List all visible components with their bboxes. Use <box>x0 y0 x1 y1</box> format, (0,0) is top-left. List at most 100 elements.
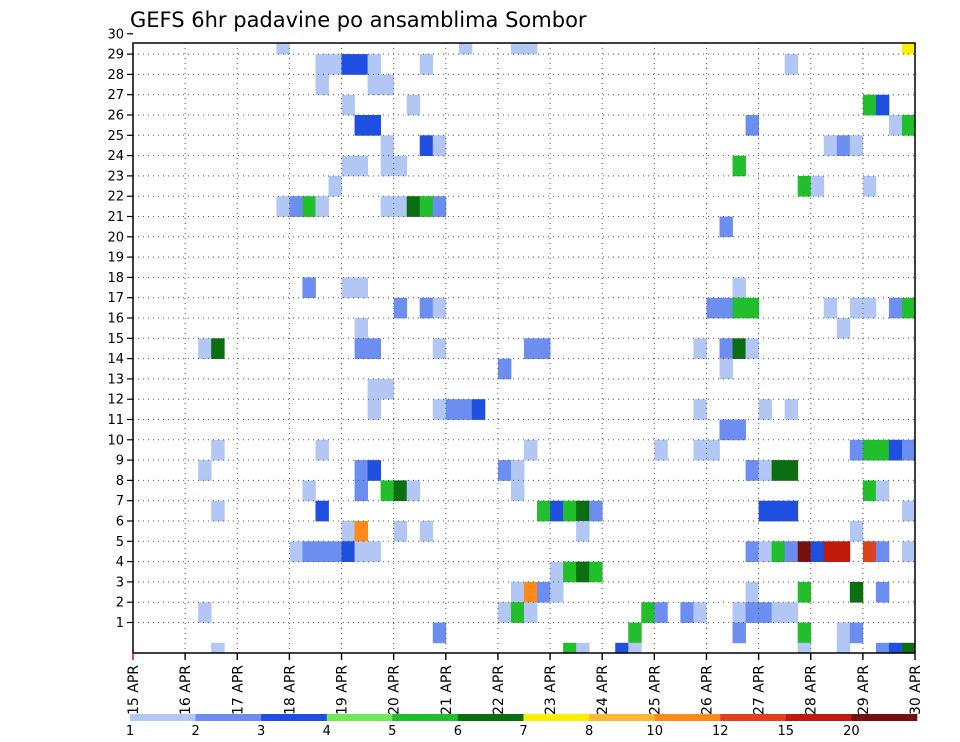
heatmap-cell-168 <box>497 602 512 623</box>
heatmap-cell-173 <box>680 602 694 623</box>
colorbar-swatch-5 <box>392 714 459 721</box>
heatmap-cell-157 <box>576 561 590 583</box>
heatmap-cell-89 <box>784 399 799 420</box>
heatmap-cell-120 <box>211 500 225 522</box>
heatmap-cell-121 <box>315 500 329 522</box>
y-tick-label-11: 11 <box>107 413 124 428</box>
heatmap-cell-101 <box>888 439 903 461</box>
colorbar-label-7: 7 <box>519 724 527 739</box>
heatmap-cell-39 <box>276 196 290 217</box>
heatmap-cell-165 <box>849 581 864 603</box>
colorbar: 1 2 3 4 5 6 7 8 10 12 15 20 <box>126 714 918 739</box>
heatmap-cell-38 <box>862 175 877 197</box>
heatmap-cell-189 <box>615 642 629 654</box>
heatmap-cell-3 <box>524 43 538 55</box>
heatmap-cell-96 <box>693 439 707 461</box>
heatmap-cell-130 <box>901 500 916 522</box>
heatmap-cell-26 <box>432 135 447 156</box>
colorbar-label-12: 12 <box>712 724 729 739</box>
heatmap-cell-119 <box>875 480 890 502</box>
heatmap-cell-77 <box>745 338 759 359</box>
colorbar-swatch-10 <box>720 714 787 721</box>
heatmap-cell-84 <box>445 399 460 420</box>
y-tick-label-4: 4 <box>116 555 124 570</box>
heatmap-cell-12 <box>315 74 329 96</box>
heatmap-cell-65 <box>354 318 368 339</box>
colorbar-label-15: 15 <box>778 724 795 739</box>
heatmap-cell-50 <box>302 277 316 299</box>
heatmap-cell-115 <box>393 480 408 502</box>
heatmap-cell-184 <box>836 622 851 644</box>
x-tick-label-9: 24 APR <box>595 665 611 715</box>
heatmap-cell-75 <box>719 338 733 359</box>
heatmap-cell-88 <box>758 399 773 420</box>
colorbar-swatch-9 <box>654 714 721 721</box>
heatmap-cell-136 <box>849 521 864 542</box>
y-tick-label-17: 17 <box>107 291 124 306</box>
heatmap-cell-91 <box>732 419 746 441</box>
heatmap-cell-176 <box>745 602 759 623</box>
heatmap-cell-57 <box>719 297 733 319</box>
y-tick-label-10: 10 <box>107 433 124 448</box>
heatmap-cell-51 <box>341 277 355 299</box>
heatmap-cell-179 <box>784 602 799 623</box>
heatmap-cell-122 <box>537 500 551 522</box>
y-tick-label-3: 3 <box>116 575 124 590</box>
heatmap-cell-132 <box>354 521 368 542</box>
heatmap-cell-56 <box>706 297 720 319</box>
heatmap-cell-18 <box>875 94 890 116</box>
heatmap-cell-66 <box>836 318 851 339</box>
y-tick-label-8: 8 <box>116 474 124 489</box>
heatmap-cell-129 <box>784 500 799 522</box>
heatmap-cell-100 <box>875 439 890 461</box>
heatmap-cell-148 <box>797 541 812 562</box>
heatmap-cell-34 <box>732 155 746 177</box>
x-tick-label-10: 25 APR <box>647 665 663 715</box>
heatmap-cell-155 <box>550 561 564 583</box>
heatmap-cell-127 <box>758 500 773 522</box>
heatmap-cell-128 <box>771 500 786 522</box>
y-tick-label-6: 6 <box>116 515 124 530</box>
heatmap-cell-30 <box>341 155 355 177</box>
heatmap-cell-11 <box>784 54 799 75</box>
heatmap-cell-10 <box>419 54 434 75</box>
heatmap-cell-40 <box>289 196 303 217</box>
y-tick-label-22: 22 <box>107 190 124 205</box>
heatmap-cell-118 <box>862 480 877 502</box>
colorbar-swatch-6 <box>457 714 524 721</box>
y-tick-label-16: 16 <box>107 312 124 327</box>
x-tick-label-1: 16 APR <box>178 665 194 715</box>
heatmap-cell-163 <box>745 581 759 603</box>
heatmap-cell-97 <box>706 439 720 461</box>
heatmap-cell-64 <box>901 297 916 319</box>
heatmap-cell-117 <box>510 480 525 502</box>
colorbar-swatch-4 <box>326 714 393 721</box>
heatmap-cell-74 <box>693 338 707 359</box>
heatmap-cell-185 <box>849 622 864 644</box>
heatmap-cell-145 <box>758 541 773 562</box>
x-tick-label-5: 20 APR <box>387 665 403 715</box>
x-tick-label-14: 29 APR <box>856 665 872 715</box>
heatmap-cell-181 <box>628 622 642 644</box>
heatmap-cell-24 <box>380 135 395 156</box>
heatmap-cell-87 <box>693 399 707 420</box>
y-tick-label-30: 30 <box>107 27 124 42</box>
y-tick-label-29: 29 <box>107 48 124 63</box>
heatmap-cell-139 <box>315 541 329 562</box>
y-tick-label-26: 26 <box>107 109 124 124</box>
heatmap-cell-104 <box>354 460 368 481</box>
heatmap-cells <box>198 43 916 654</box>
heatmap-cell-99 <box>862 439 877 461</box>
heatmap-cell-69 <box>354 338 368 359</box>
heatmap-cell-44 <box>393 196 408 217</box>
x-tick-label-3: 18 APR <box>282 665 298 715</box>
heatmap-cell-178 <box>771 602 786 623</box>
heatmap-cell-2 <box>510 43 525 55</box>
heatmap-cell-109 <box>758 460 773 481</box>
heatmap-cell-16 <box>406 94 421 116</box>
heatmap-cell-94 <box>524 439 538 461</box>
heatmap-cell-83 <box>432 399 447 420</box>
x-tick-label-15: 30 APR <box>908 665 924 715</box>
heatmap-cell-152 <box>862 541 877 562</box>
colorbar-swatch-12 <box>851 714 918 721</box>
